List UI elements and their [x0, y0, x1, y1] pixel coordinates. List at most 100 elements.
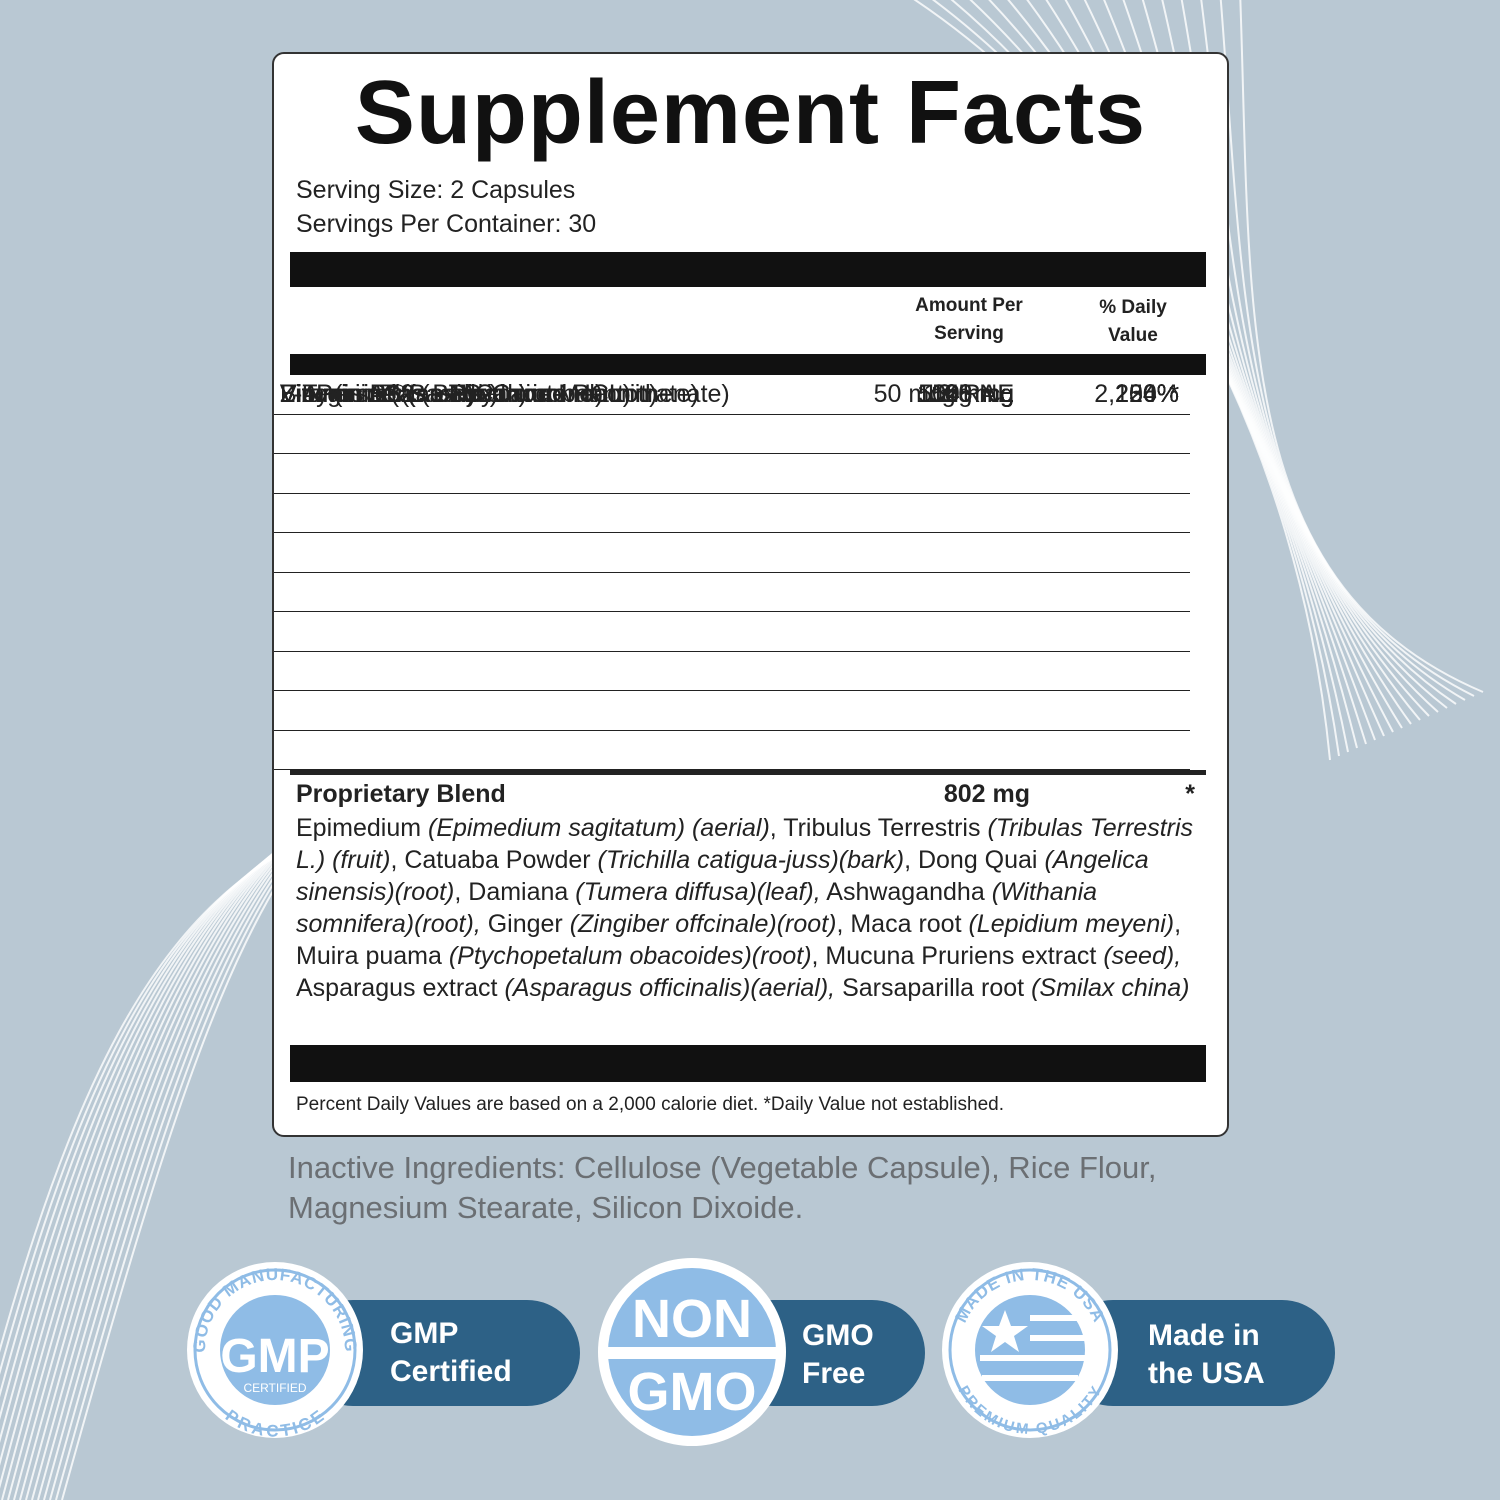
nutrient-name: Vitamin B3 (as Niacin) — [280, 380, 527, 408]
header-line: Serving — [934, 323, 1004, 344]
ingredient-segment: Ginger — [480, 910, 570, 938]
badge-ring — [948, 1268, 1112, 1432]
nutrient-row: Vitamin B5 (as D-Calcium Pantothenate) 2.… — [274, 380, 1190, 612]
ingredient-segment: , Maca root — [836, 910, 969, 938]
nutrient-daily-value: 50% — [1128, 380, 1179, 408]
badge-bottom: GMO — [628, 1362, 757, 1422]
header-line: % Daily — [1099, 297, 1167, 318]
nutrient-row: Vitamin A (as Beta-Carotene) 50 mcg RAE 6% — [274, 375, 1190, 415]
nutrient-row: Vitamin B1 (as Thiamine Mononitrate) 1.25… — [274, 380, 1190, 454]
ingredient-segment: Sarsaparilla root — [835, 974, 1032, 1002]
nutrient-amount: 500 mcg — [918, 380, 1014, 408]
ingredient-segment: , Damiana — [454, 878, 576, 906]
nutrient-name: Vitamin B6 (as Pyridoxine HCL) — [280, 380, 632, 408]
ingredient-segment: (Smilax china) — [1031, 974, 1190, 1002]
nutrient-amount: 50 mcg RAE — [873, 380, 1014, 408]
ingredient-segment: (Withania somnifera)(root), — [296, 878, 1098, 938]
ingredient-segment: (Ptychopetalum obacoides)(root) — [448, 942, 812, 970]
badge-center: GMP — [220, 1330, 329, 1383]
badge-label: Made in — [1148, 1319, 1260, 1352]
ingredient-segment: , Tribulus Terrestris — [769, 814, 988, 842]
flag-star — [982, 1310, 1028, 1352]
nutrient-daily-value: * — [1169, 380, 1179, 408]
divider-bar — [290, 252, 1206, 287]
badge-pill — [1060, 1300, 1335, 1406]
badge-core — [975, 1295, 1085, 1405]
nutrient-amount: 100 mg — [930, 380, 1014, 408]
ingredient-segment: (Epimedium sagitatum) (aerial) — [428, 814, 770, 842]
nutrient-rows: Vitamin A (as Beta-Carotene) 50 mcg RAE 6%… — [274, 375, 1190, 770]
ingredient-segment: (Zingiber offcinale)(root) — [569, 910, 837, 938]
supplement-facts-panel: Supplement Facts Serving Size: 2 Capsule… — [272, 52, 1229, 1137]
header-line: Value — [1108, 325, 1158, 346]
panel-title: Supplement Facts — [354, 63, 1147, 163]
nutrient-row: Vitamin B3 (as Niacin) 1 mg NE 6% — [274, 380, 1190, 494]
decor-line — [1239, 0, 1484, 693]
blend-daily-value: * — [1185, 780, 1195, 808]
nutrient-row: BioPerine® 500 mcg * — [274, 380, 1190, 770]
nutrient-name: Zinc (as Zinc oxide) — [280, 380, 499, 408]
footnote: Percent Daily Values are based on a 2,00… — [296, 1094, 1005, 1115]
badge-label: Certified — [390, 1355, 512, 1388]
ingredient-segment: (Angelica sinensis)(root) — [296, 846, 1149, 906]
ingredient-segment: (Trichilla catigua-juss)(bark) — [597, 846, 905, 874]
nutrient-daily-value: * — [1169, 380, 1179, 408]
nutrient-name: L-Arginine (Base) — [280, 380, 475, 408]
nutrient-amount: 26 mg — [944, 380, 1014, 408]
nutrient-row: Zinc (as Zinc oxide) 26 mg 236% — [274, 380, 1190, 652]
divider-bar — [290, 354, 1206, 375]
nutrient-amount: 1.25 mg — [923, 380, 1014, 408]
nutrient-daily-value: 2,250% — [1094, 380, 1179, 408]
badge-ring — [193, 1268, 357, 1432]
badge-label: the USA — [1148, 1357, 1265, 1390]
badge-top: NON — [632, 1289, 752, 1349]
nutrient-name: L-Tyrosine — [280, 380, 397, 408]
nutrient-row: L-Arginine (Base) 100 mg * — [274, 380, 1190, 691]
nutrient-daily-value: 6% — [1142, 380, 1179, 408]
ingredient-segment: Ashwagandha — [820, 878, 992, 906]
ingredient-segment: (Tribulas Terrestris L.) (fruit) — [296, 814, 1194, 874]
decor-line — [1219, 0, 1475, 697]
ingredient-segment: , Muira puama — [296, 910, 1182, 970]
nutrient-amount: 1 mg NE — [916, 380, 1014, 408]
nutrient-name: Vitamin B12 (as Cyanocobalamin) — [280, 380, 658, 408]
badge-label: GMO — [802, 1319, 874, 1352]
nutrient-daily-value: 104% — [1115, 380, 1179, 408]
daily-value-header: % Daily Value — [1053, 294, 1213, 350]
blend-name: Proprietary Blend — [296, 780, 506, 808]
badge-label: Free — [802, 1357, 865, 1390]
nutrient-daily-value: 224% — [1115, 380, 1179, 408]
inactive-ingredients: Inactive Ingredients: Cellulose (Vegetab… — [288, 1150, 1157, 1225]
nutrient-name: Vitamin A (as Beta-Carotene) — [280, 380, 604, 408]
nutrient-name: Vitamin B1 (as Thiamine Mononitrate) — [280, 380, 699, 408]
ingredient-segment: , Mucuna Pruriens extract — [811, 942, 1104, 970]
nutrient-daily-value: * — [1169, 380, 1179, 408]
blend-amount: 802 mg — [943, 780, 1030, 808]
nutrient-name: Vitamin B5 (as D-Calcium Pantothenate) — [280, 380, 730, 408]
flag-stripes — [980, 1315, 1085, 1381]
badge-pill — [300, 1300, 580, 1406]
badge-label: GMP — [390, 1317, 458, 1350]
ingredient-segment: , Dong Quai — [904, 846, 1045, 874]
ingredient-segment: (Lepidium meyeni) — [968, 910, 1175, 938]
blend-row: Proprietary Blend 802 mg * — [290, 770, 1206, 812]
nutrient-daily-value: 236% — [1115, 380, 1179, 408]
nutrient-amount: 3.8 mg — [937, 380, 1014, 408]
divider-bar — [290, 1045, 1206, 1082]
badge-band — [600, 1347, 784, 1359]
ingredient-segment: (Asparagus officinalis)(aerial), — [504, 974, 836, 1002]
ingredient-segment: (Tumera diffusa)(leaf), — [575, 878, 821, 906]
nutrient-amount: 2.5 mg — [937, 380, 1014, 408]
ingredient-segment: Epimedium — [296, 814, 428, 842]
badge-core — [220, 1295, 330, 1405]
nutrient-row: L-Tyrosine 100 mg * — [274, 380, 1190, 731]
ingredient-segment: , Catuaba Powder — [390, 846, 598, 874]
blend-ingredients: Epimedium (Epimedium sagitatum) (aerial)… — [296, 812, 1216, 1004]
amount-header: Amount Per Serving — [869, 292, 1069, 348]
nutrient-daily-value: 6% — [1142, 380, 1179, 408]
nutrient-name: BioPerine® — [280, 380, 407, 408]
ingredient-segment: (seed), — [1103, 942, 1182, 970]
nutrient-amount: 54 mcg — [932, 380, 1014, 408]
ingredient-segment: Asparagus extract — [296, 974, 505, 1002]
